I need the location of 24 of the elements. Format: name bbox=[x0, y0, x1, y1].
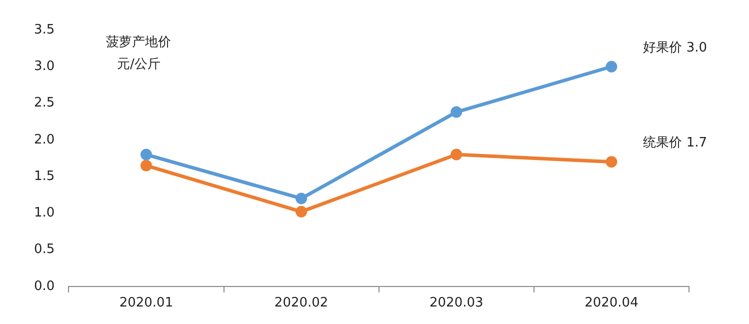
y-tick-label: 2.0 bbox=[34, 132, 55, 148]
y-tick-label: 3.0 bbox=[34, 59, 55, 74]
point bbox=[296, 206, 308, 218]
point bbox=[296, 192, 308, 204]
y-tick-label: 2.5 bbox=[34, 96, 55, 111]
x-tick-label: 2020.03 bbox=[429, 296, 484, 311]
y-tick-label: 0.0 bbox=[34, 278, 55, 294]
x-tick-label: 2020.02 bbox=[274, 296, 328, 311]
y-tick-label: 3.5 bbox=[34, 22, 55, 38]
point bbox=[140, 160, 152, 172]
point bbox=[450, 148, 462, 160]
y-tick-label: 1.0 bbox=[34, 206, 55, 221]
point bbox=[140, 148, 152, 160]
point bbox=[450, 106, 462, 118]
y-tick-label: 1.5 bbox=[34, 168, 55, 184]
annotation: 元/公斤 bbox=[116, 56, 160, 72]
y-tick-label: 0.5 bbox=[34, 242, 55, 258]
point bbox=[606, 156, 618, 168]
text: 统果价 1.7 bbox=[643, 136, 707, 151]
x-tick-label: 2020.01 bbox=[119, 296, 174, 311]
annotation: 菠萝产地价 bbox=[106, 34, 172, 50]
x-tick-label: 2020.04 bbox=[584, 296, 638, 311]
text: 好果价 3.0 bbox=[643, 40, 707, 56]
point bbox=[606, 60, 618, 72]
